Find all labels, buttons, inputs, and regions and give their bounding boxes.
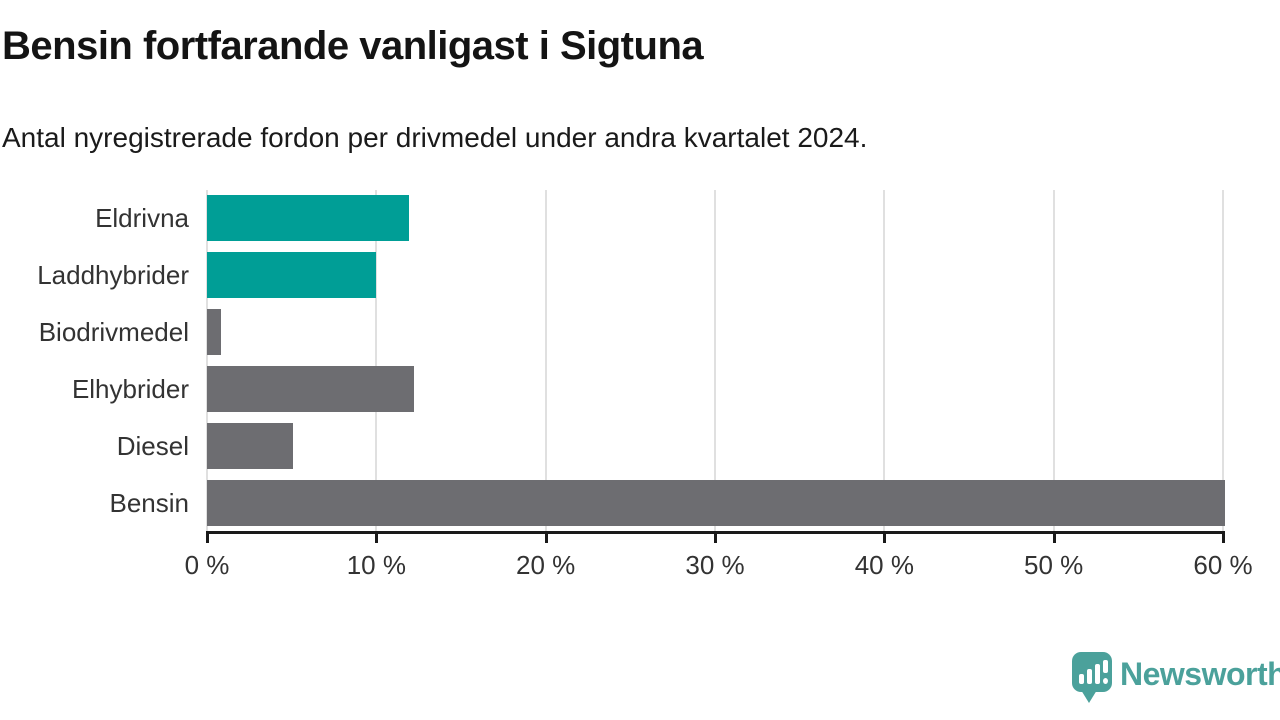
- category-label: Diesel: [116, 431, 189, 461]
- category-label: Bensin: [109, 488, 190, 518]
- speech-bubble-tail: [1081, 690, 1097, 703]
- gridline: [1222, 190, 1224, 532]
- x-axis-tick: [1052, 533, 1056, 543]
- logo-chart-bar-icon: [1095, 664, 1100, 684]
- x-axis-tick: [206, 533, 209, 543]
- x-axis-tick: [714, 533, 717, 543]
- x-tick-label: 0 %: [184, 550, 230, 580]
- category-label: Eldrivna: [95, 203, 189, 233]
- chart-subtitle: Antal nyregistrerade fordon per drivmede…: [2, 122, 868, 153]
- chart-title: Bensin fortfarande vanligast i Sigtuna: [2, 24, 704, 68]
- bar-bensin: [207, 480, 1225, 526]
- plot-area: [206, 190, 1225, 534]
- gridline: [714, 190, 716, 532]
- x-tick-label: 60 %: [1193, 550, 1253, 580]
- category-label: Laddhybrider: [37, 260, 189, 290]
- bar-biodrivmedel: [207, 309, 221, 355]
- gridline: [544, 190, 547, 532]
- x-tick-label: 30 %: [685, 550, 745, 580]
- newsworthy-logo-text: Newsworthy: [1120, 656, 1280, 692]
- logo-exclamation-icon: [1103, 660, 1108, 673]
- newsworthy-logo: Newsworthy: [1072, 650, 1280, 704]
- x-axis-tick: [544, 533, 548, 543]
- gridline: [206, 190, 208, 532]
- x-tick-label: 40 %: [854, 550, 914, 580]
- bar-diesel: [207, 423, 294, 469]
- bar-laddhybrider: [207, 252, 377, 298]
- x-axis-tick: [375, 533, 379, 543]
- logo-chart-bar-icon: [1087, 669, 1092, 684]
- bar-eldrivna: [207, 195, 409, 241]
- logo-exclamation-dot-icon: [1103, 678, 1108, 684]
- gridline: [375, 190, 378, 532]
- x-axis-line: [206, 531, 1225, 534]
- category-label: Elhybrider: [71, 374, 189, 404]
- x-tick-label: 10 %: [346, 550, 406, 580]
- gridline: [1052, 190, 1055, 532]
- x-tick-label: 20 %: [516, 550, 576, 580]
- gridline: [883, 190, 886, 532]
- x-axis-tick: [1222, 533, 1225, 543]
- bar-elhybrider: [207, 366, 414, 412]
- category-label: Biodrivmedel: [38, 317, 189, 347]
- x-tick-label: 50 %: [1024, 550, 1084, 580]
- x-axis-tick: [883, 533, 887, 543]
- newsworthy-logo-icon: [1072, 650, 1112, 704]
- logo-chart-bar-icon: [1079, 674, 1084, 684]
